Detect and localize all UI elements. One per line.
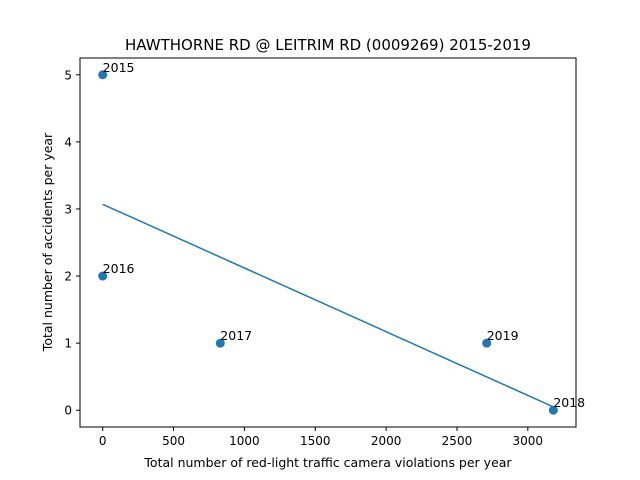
x-tick-label: 1000 [229,434,260,448]
point-label-2015: 2015 [103,60,135,75]
x-axis-label: Total number of red-light traffic camera… [143,455,512,470]
y-tick-label: 4 [64,135,72,149]
y-tick-label: 3 [64,202,72,216]
data-point-2015 [98,70,108,80]
plot-area: 2015 2016 2017 2018 2019 [98,60,585,415]
point-label-2017: 2017 [220,328,252,343]
x-tick-label: 0 [99,434,107,448]
trendline [102,203,554,408]
point-label-2019: 2019 [487,328,519,343]
x-tick-label: 1500 [300,434,331,448]
data-point-2017 [215,338,225,348]
x-tick-label: 2500 [442,434,473,448]
x-axis: 0 500 1000 1500 2000 2500 3000 [99,427,543,448]
data-point-2016 [98,271,108,281]
data-point-2018 [548,405,558,415]
x-tick-label: 500 [162,434,185,448]
y-tick-label: 1 [64,337,72,351]
y-axis-label: Total number of accidents per year [40,132,55,352]
y-axis: 0 1 2 3 4 5 [64,68,80,418]
x-tick-label: 2000 [371,434,402,448]
point-label-2016: 2016 [103,261,135,276]
y-tick-label: 0 [64,404,72,418]
x-tick-label: 3000 [513,434,544,448]
point-label-2018: 2018 [553,395,585,410]
data-point-2019 [482,338,492,348]
y-tick-label: 5 [64,68,72,82]
chart-title: HAWTHORNE RD @ LEITRIM RD (0009269) 2015… [125,36,531,54]
y-tick-label: 2 [64,270,72,284]
plot-frame [79,57,577,428]
